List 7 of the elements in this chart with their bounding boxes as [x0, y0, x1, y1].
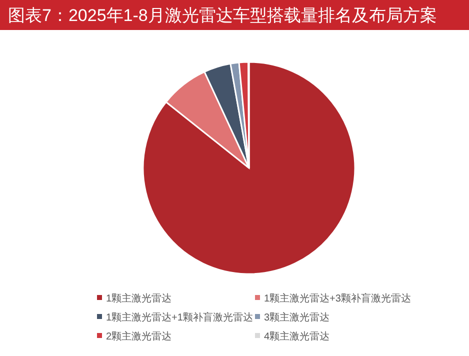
- legend-label: 3颗主激光雷达: [264, 312, 330, 324]
- legend-label: 1颗主激光雷达: [106, 292, 172, 304]
- legend-label: 2颗主激光雷达: [106, 330, 172, 342]
- legend-label: 1颗主激光雷达+3颗补盲激光雷达: [264, 292, 411, 304]
- legend-label: 4颗主激光雷达: [264, 330, 330, 342]
- legend-label: 1颗主激光雷达+1颗补盲激光雷达: [106, 312, 253, 324]
- chart-title: 图表7：2025年1-8月激光雷达车型搭载量排名及布局方案: [8, 6, 437, 25]
